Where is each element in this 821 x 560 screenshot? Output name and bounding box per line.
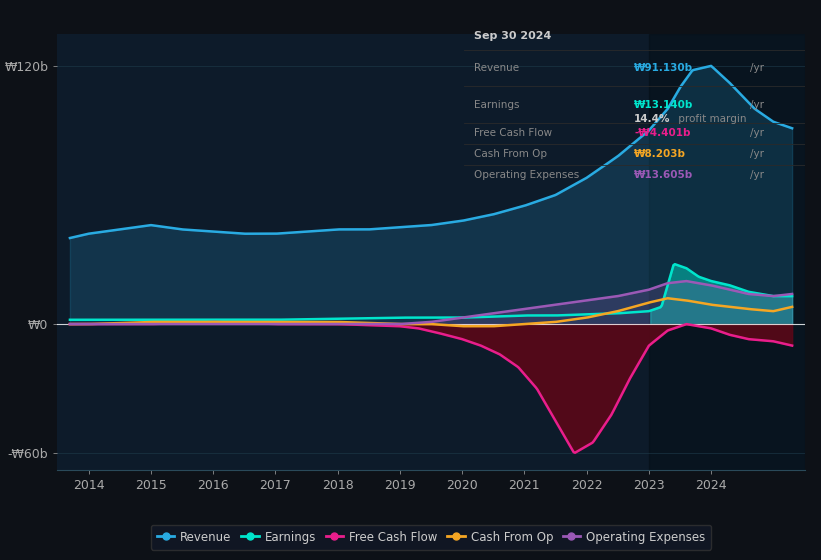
Text: Sep 30 2024: Sep 30 2024 [474,31,552,41]
Legend: Revenue, Earnings, Free Cash Flow, Cash From Op, Operating Expenses: Revenue, Earnings, Free Cash Flow, Cash … [151,525,711,550]
Text: ₩91.130b: ₩91.130b [635,63,694,73]
Text: /yr: /yr [750,100,764,110]
Text: Revenue: Revenue [474,63,519,73]
Text: -₩4.401b: -₩4.401b [635,128,690,138]
Text: Cash From Op: Cash From Op [474,150,547,159]
Text: /yr: /yr [750,150,764,159]
Text: ₩8.203b: ₩8.203b [635,150,686,159]
Text: ₩13.605b: ₩13.605b [635,170,694,180]
Text: profit margin: profit margin [675,114,746,124]
Bar [649,34,805,470]
Text: Free Cash Flow: Free Cash Flow [474,128,553,138]
Text: Earnings: Earnings [474,100,520,110]
Text: /yr: /yr [750,128,764,138]
Text: ₩13.140b: ₩13.140b [635,100,694,110]
Text: /yr: /yr [750,170,764,180]
Text: 14.4%: 14.4% [635,114,671,124]
Text: Operating Expenses: Operating Expenses [474,170,580,180]
Text: /yr: /yr [750,63,764,73]
